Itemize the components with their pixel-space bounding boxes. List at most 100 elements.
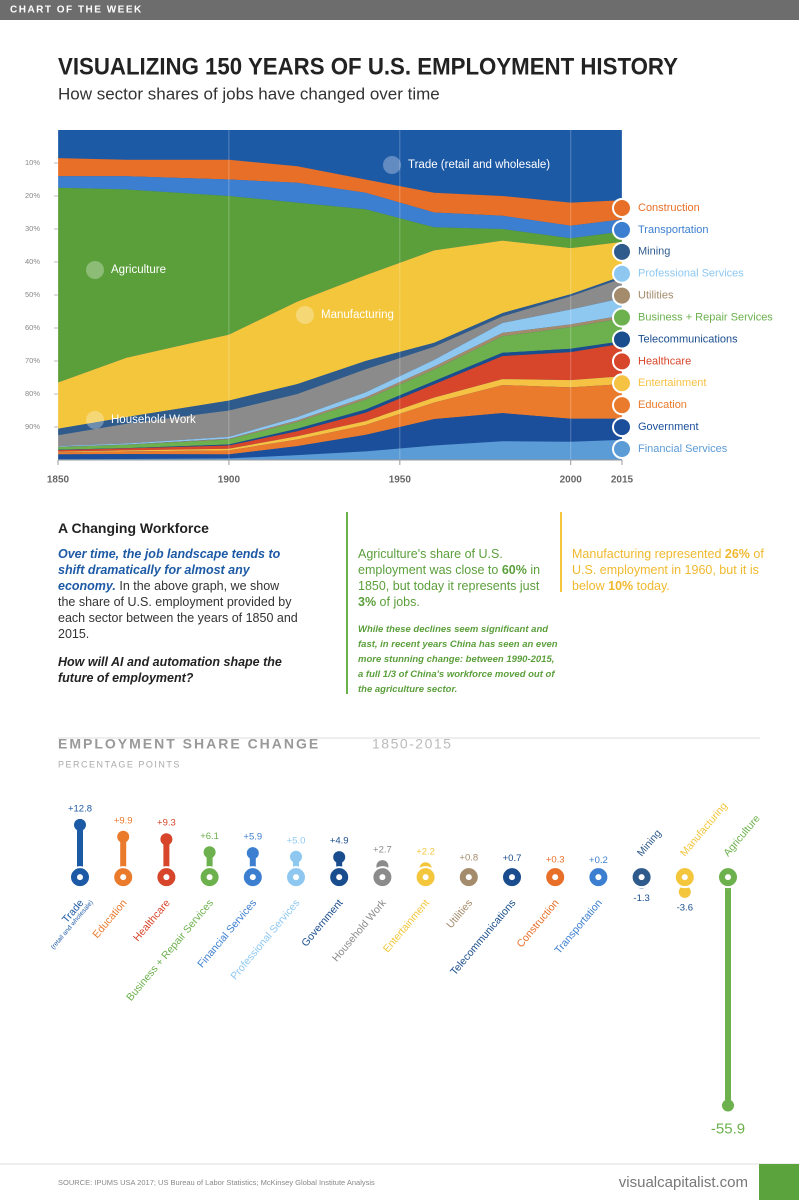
value-label: +2.2	[416, 847, 435, 858]
legend-icon	[612, 285, 632, 306]
icon-glyph	[77, 874, 83, 881]
category-label: Business + Repair Services	[124, 897, 216, 1003]
legend-icon	[612, 219, 632, 240]
icon-glyph	[465, 874, 472, 881]
agri-t0: Agriculture's share of U.S. employment w…	[358, 547, 503, 577]
manuf-text: Manufacturing represented 26% of U.S. em…	[572, 546, 767, 594]
legend-icon	[612, 307, 632, 328]
value-label: +4.9	[330, 836, 349, 847]
area	[58, 343, 622, 452]
source: SOURCE: IPUMS USA 2017; US Bureau of Lab…	[58, 1178, 375, 1187]
area	[58, 158, 622, 226]
section-subtitle: 1850-2015	[372, 736, 452, 752]
agri-t3: 3%	[358, 595, 377, 609]
y-tick-label: 70%	[25, 356, 40, 365]
intro-lead: Over time, the job landscape tends to sh…	[58, 547, 281, 593]
category-label: Healthcare	[131, 897, 173, 944]
icon-glyph	[163, 874, 170, 881]
legend-label: Transportation	[638, 224, 709, 236]
value-label: -1.3	[633, 893, 649, 904]
legend-label: Mining	[638, 246, 670, 258]
value-label: -3.6	[677, 902, 693, 913]
icon-glyph	[509, 874, 515, 881]
value-label: +5.0	[287, 835, 306, 846]
value-label: +5.9	[243, 832, 262, 843]
category-label: Construction	[515, 897, 562, 950]
x-tick-label: 1850	[47, 475, 70, 486]
workforce-intro: Over time, the job landscape tends to sh…	[58, 546, 298, 642]
site: visualcapitalist.com	[619, 1174, 748, 1191]
manuf-rule	[560, 512, 562, 592]
icon-glyph	[681, 874, 688, 881]
x-tick-label: 2015	[611, 475, 634, 486]
icon-glyph	[552, 874, 559, 881]
icon-glyph	[422, 874, 429, 881]
section-title: EMPLOYMENT SHARE CHANGE	[58, 736, 320, 752]
icon-glyph	[336, 874, 343, 881]
manuf-t1: 26%	[724, 547, 750, 561]
label-icon	[86, 261, 104, 279]
y-tick-label: 30%	[25, 224, 40, 233]
y-axis-label: PERCENTAGE POINTS	[58, 759, 181, 769]
y-tick-label: 60%	[25, 323, 40, 332]
value-label: +6.1	[200, 831, 219, 842]
x-tick-label: 2000	[560, 475, 583, 486]
value-label: +12.8	[68, 803, 92, 814]
category-label: Mining	[635, 827, 664, 859]
legend-icon	[612, 439, 632, 459]
area	[58, 439, 622, 460]
legend-label: Construction	[638, 202, 700, 214]
head	[117, 830, 130, 843]
legend-icon	[612, 351, 632, 372]
subtitle: How sector shares of jobs have changed o…	[58, 84, 440, 103]
category-label: Entertainment	[381, 897, 432, 955]
y-tick-label: 50%	[25, 290, 40, 299]
agri-rule	[346, 512, 348, 694]
area	[58, 240, 622, 429]
legend-icon	[612, 198, 632, 218]
value-label: -55.9	[711, 1120, 745, 1137]
icon-glyph	[638, 874, 645, 881]
head	[203, 846, 216, 859]
logo-box	[759, 1164, 799, 1200]
icon-glyph	[379, 874, 386, 881]
label-icon	[86, 411, 104, 429]
area	[58, 176, 622, 239]
icon-glyph	[595, 874, 602, 881]
x-tick-label: 1950	[389, 475, 412, 486]
area-label: Trade (retail and wholesale)	[408, 159, 550, 171]
intro-rest: In the above graph, we show the share of…	[58, 579, 298, 641]
value-label: +0.7	[503, 853, 522, 864]
area	[58, 341, 622, 451]
title: VISUALIZING 150 YEARS OF U.S. EMPLOYMENT…	[58, 53, 678, 80]
head	[678, 885, 691, 898]
legend-label: Utilities	[638, 290, 674, 302]
value-label: +0.2	[589, 855, 608, 866]
icon-glyph	[206, 874, 213, 881]
legend-label: Government	[638, 421, 699, 433]
legend-label: Education	[638, 399, 687, 411]
y-tick-label: 90%	[25, 422, 40, 431]
manuf-t3: 10%	[608, 579, 634, 593]
value-label: +9.9	[114, 815, 133, 826]
head	[74, 818, 86, 831]
category-label: Education	[90, 897, 129, 941]
area	[58, 376, 622, 453]
legend-icon	[612, 417, 632, 438]
area	[58, 298, 622, 447]
head	[333, 851, 346, 864]
legend-icon	[612, 263, 632, 284]
head	[290, 850, 302, 863]
y-tick-label: 40%	[25, 257, 40, 266]
legend-label: Healthcare	[638, 355, 691, 367]
category-label: Agriculture	[721, 813, 763, 859]
icon-glyph	[725, 874, 731, 881]
x-tick-label: 1900	[218, 475, 241, 486]
y-tick-label: 20%	[25, 191, 40, 200]
manuf-t2: of U.S. employment in 1960, but it is be…	[572, 547, 764, 593]
head	[246, 847, 259, 860]
area	[58, 276, 622, 436]
area	[58, 278, 622, 447]
